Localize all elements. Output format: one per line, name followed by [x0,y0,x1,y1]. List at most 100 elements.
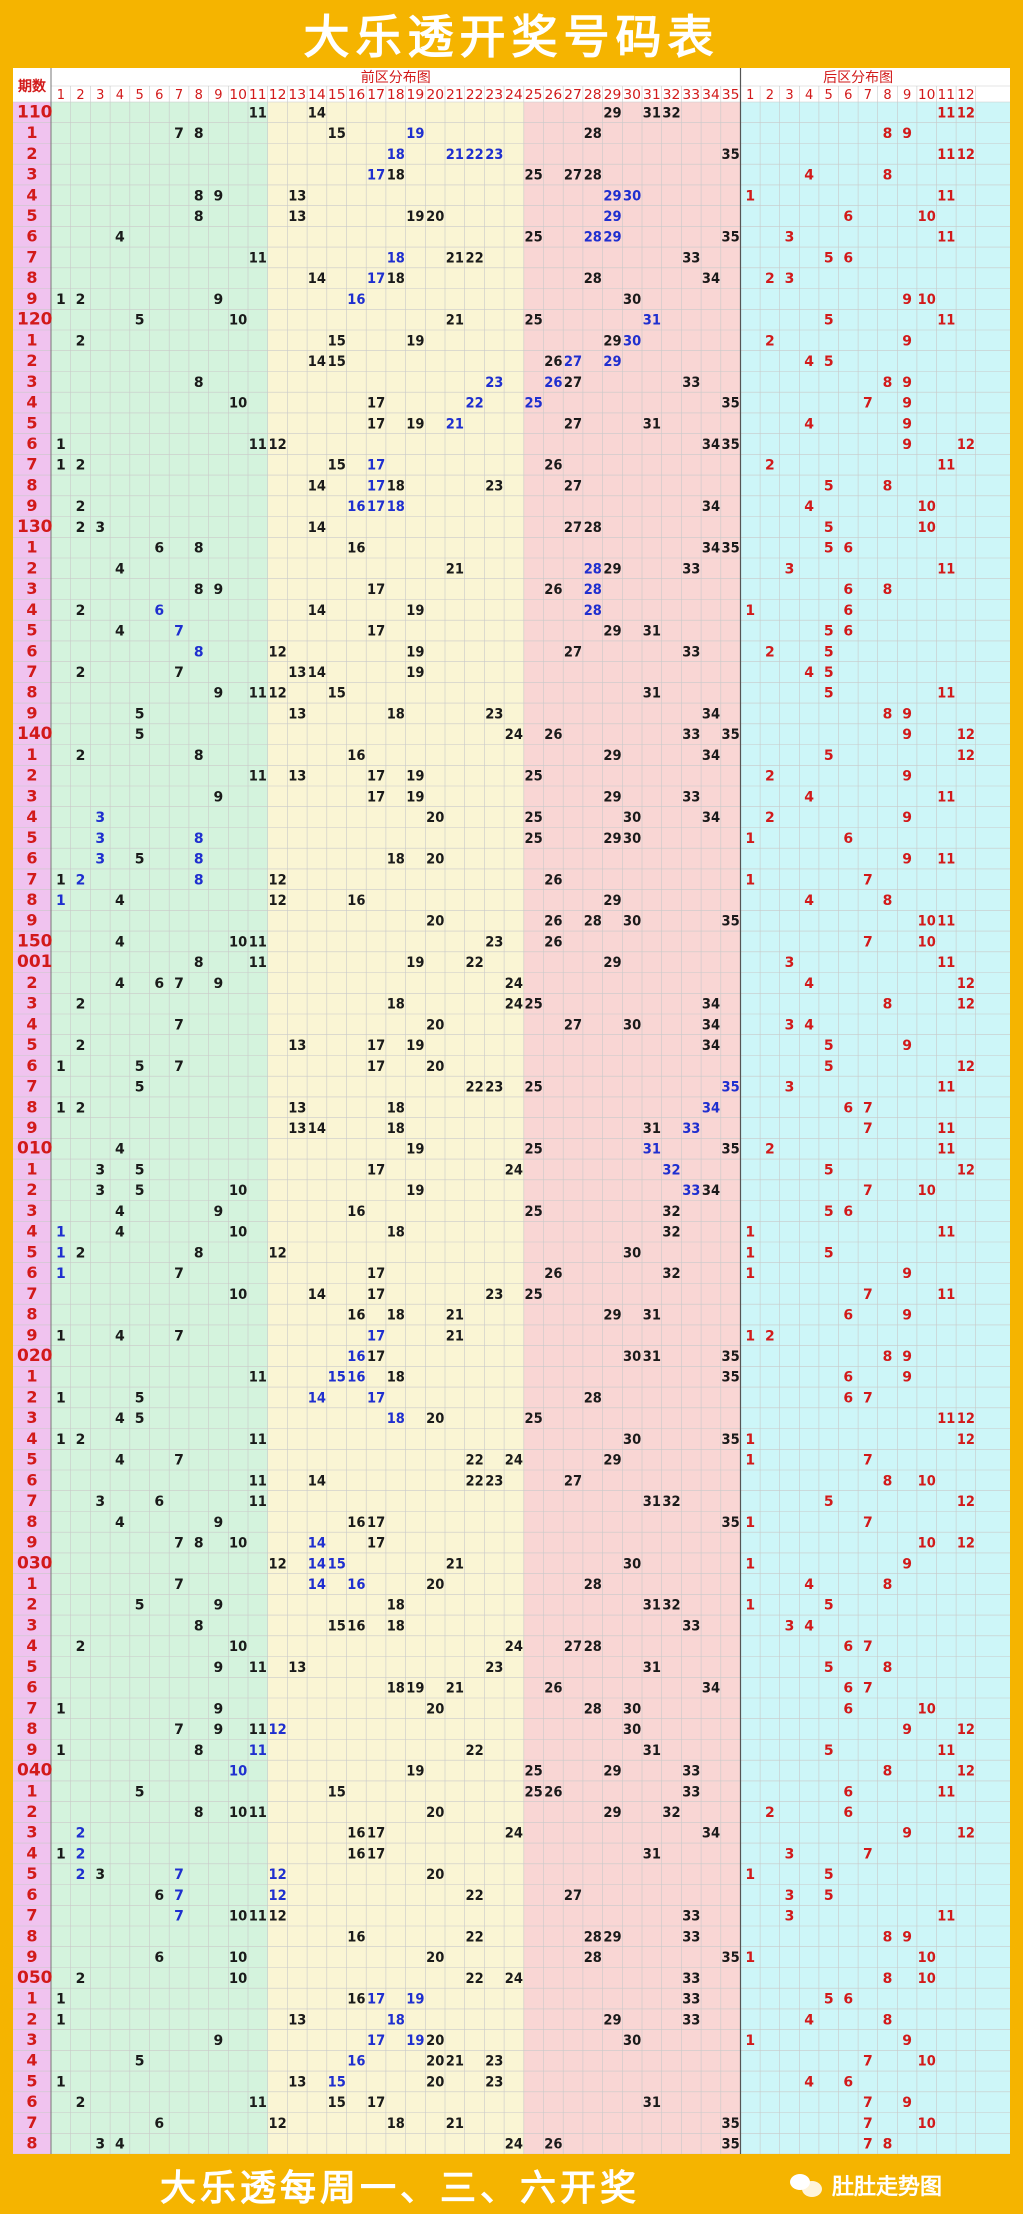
front-number: 19 [406,665,424,681]
period-label: 8 [26,268,37,287]
front-number: 28 [584,520,602,536]
front-number: 27 [564,644,582,660]
draw-row: 2 5 9 18 31 32 1 5 [26,1595,833,1614]
front-number: 12 [269,2116,287,2132]
front-number: 34 [702,748,720,764]
front-number: 1 [56,437,66,453]
draw-row: 6 1 11 12 34 35 9 12 [26,434,975,453]
front-number: 18 [387,1598,405,1614]
front-number: 26 [544,935,562,951]
front-number: 10 [229,1287,247,1303]
front-number: 28 [584,582,602,598]
front-number: 24 [505,2137,523,2153]
front-number: 8 [194,126,204,142]
front-column-number: 19 [407,88,425,103]
front-number: 11 [249,1722,267,1738]
back-number: 7 [863,2116,873,2132]
draw-row: 4 8 9 13 29 30 1 11 [26,185,955,204]
draw-row: 6 11 14 22 23 27 8 10 [26,1470,936,1489]
back-number: 10 [918,2116,936,2132]
back-number: 5 [824,1598,834,1614]
front-number: 13 [288,1660,306,1676]
back-number: 12 [957,976,975,992]
front-number: 33 [682,561,700,577]
back-number: 7 [863,1121,873,1137]
draw-row: 1 2 8 16 29 34 5 12 [26,745,975,764]
back-column-number: 11 [938,88,956,103]
front-number: 25 [525,313,543,329]
back-number: 6 [843,1805,853,1821]
back-number: 3 [785,1619,795,1635]
period-label: 8 [26,476,37,495]
front-number: 14 [308,1556,326,1572]
front-number: 6 [154,1950,164,1966]
back-number: 6 [843,1639,853,1655]
front-number: 1 [56,893,66,909]
front-number: 14 [308,1536,326,1552]
period-label: 5 [26,206,37,225]
back-number: 4 [804,354,814,370]
front-zone-header: 前区分布图 [361,69,431,86]
front-number: 7 [174,624,184,640]
front-number: 28 [584,168,602,184]
front-number: 14 [308,1391,326,1407]
back-number: 10 [918,520,936,536]
period-label: 4 [26,600,37,619]
draw-row: 8 3 4 24 26 35 7 8 [26,2134,892,2153]
front-number: 10 [229,1971,247,1987]
front-number: 35 [722,2116,740,2132]
back-number: 4 [804,789,814,805]
front-number: 20 [426,2033,444,2049]
front-number: 33 [682,375,700,391]
draw-row: 001 8 11 19 22 29 3 11 [17,952,955,972]
front-number: 2 [76,2095,86,2111]
back-number: 2 [765,1328,775,1344]
draw-row: 150 4 10 11 23 26 7 10 [17,932,936,952]
front-number: 19 [406,209,424,225]
front-number: 23 [485,479,503,495]
period-label: 7 [26,1906,37,1925]
draw-row: 3 9 17 19 29 33 4 11 [26,786,955,805]
front-number: 29 [603,789,621,805]
draw-row: 5 2 13 17 19 34 5 9 [26,1035,912,1054]
front-number: 30 [623,1432,641,1448]
front-number: 14 [308,1121,326,1137]
front-number: 9 [214,686,224,702]
back-number: 10 [918,914,936,930]
back-number: 11 [937,1142,955,1158]
back-number: 8 [883,375,893,391]
draw-row: 7 10 14 17 23 25 7 11 [26,1284,955,1303]
front-number: 19 [406,769,424,785]
trend-chart-board: 期数 前区分布图 后区分布图 1 2 3 4 5 6 7 8 9 10 11 12 13 14 15 16 17 18 1… [13,68,1010,2155]
front-number: 16 [347,1349,365,1365]
front-number: 2 [76,997,86,1013]
back-number: 7 [863,1287,873,1303]
back-column-number: 7 [864,88,872,103]
back-number: 10 [918,1950,936,1966]
period-label: 1 [26,1989,37,2008]
front-number: 23 [485,1080,503,1096]
front-number: 26 [544,354,562,370]
front-number: 7 [174,1536,184,1552]
back-number: 8 [883,1929,893,1945]
front-number: 6 [154,541,164,557]
front-number: 31 [643,313,661,329]
period-label: 5 [26,1035,37,1054]
front-number: 17 [367,1038,385,1054]
front-number: 2 [76,1826,86,1842]
back-number: 7 [863,2054,873,2070]
front-number: 25 [525,810,543,826]
back-number: 9 [902,1722,912,1738]
draw-row: 1 1 16 17 19 33 5 6 [26,1989,853,2008]
front-number: 1 [56,1743,66,1759]
front-number: 8 [194,1536,204,1552]
zone-bg [13,102,51,2154]
front-number: 28 [584,1950,602,1966]
front-number: 32 [662,1266,680,1282]
front-number: 13 [288,2012,306,2028]
back-number: 2 [765,810,775,826]
back-number: 6 [843,624,853,640]
zone-bg [740,102,1010,2154]
period-label: 4 [26,1014,37,1033]
